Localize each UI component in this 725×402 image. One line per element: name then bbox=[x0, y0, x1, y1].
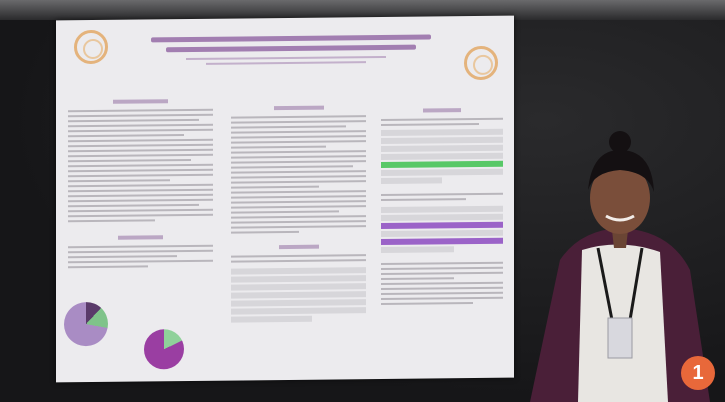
poster-column-left bbox=[68, 99, 213, 272]
pie-chart bbox=[144, 329, 184, 370]
poster-column-right bbox=[381, 108, 503, 308]
university-seal-icon bbox=[74, 29, 108, 65]
pie-chart bbox=[64, 301, 108, 347]
highlighted-row-purple bbox=[381, 221, 503, 229]
research-poster bbox=[56, 15, 514, 383]
highlighted-row-green bbox=[381, 160, 503, 168]
poster-authors-line bbox=[206, 61, 366, 65]
poster-title-line bbox=[151, 34, 431, 43]
poster-column-middle bbox=[231, 105, 366, 324]
figure-number-badge: 1 bbox=[681, 356, 715, 390]
presenter-person bbox=[530, 131, 710, 402]
poster-title-line bbox=[166, 44, 416, 53]
ceiling-light-strip bbox=[0, 0, 725, 20]
highlighted-row-purple bbox=[381, 237, 503, 245]
university-seal-icon bbox=[464, 45, 498, 81]
poster-authors-line bbox=[186, 55, 386, 61]
